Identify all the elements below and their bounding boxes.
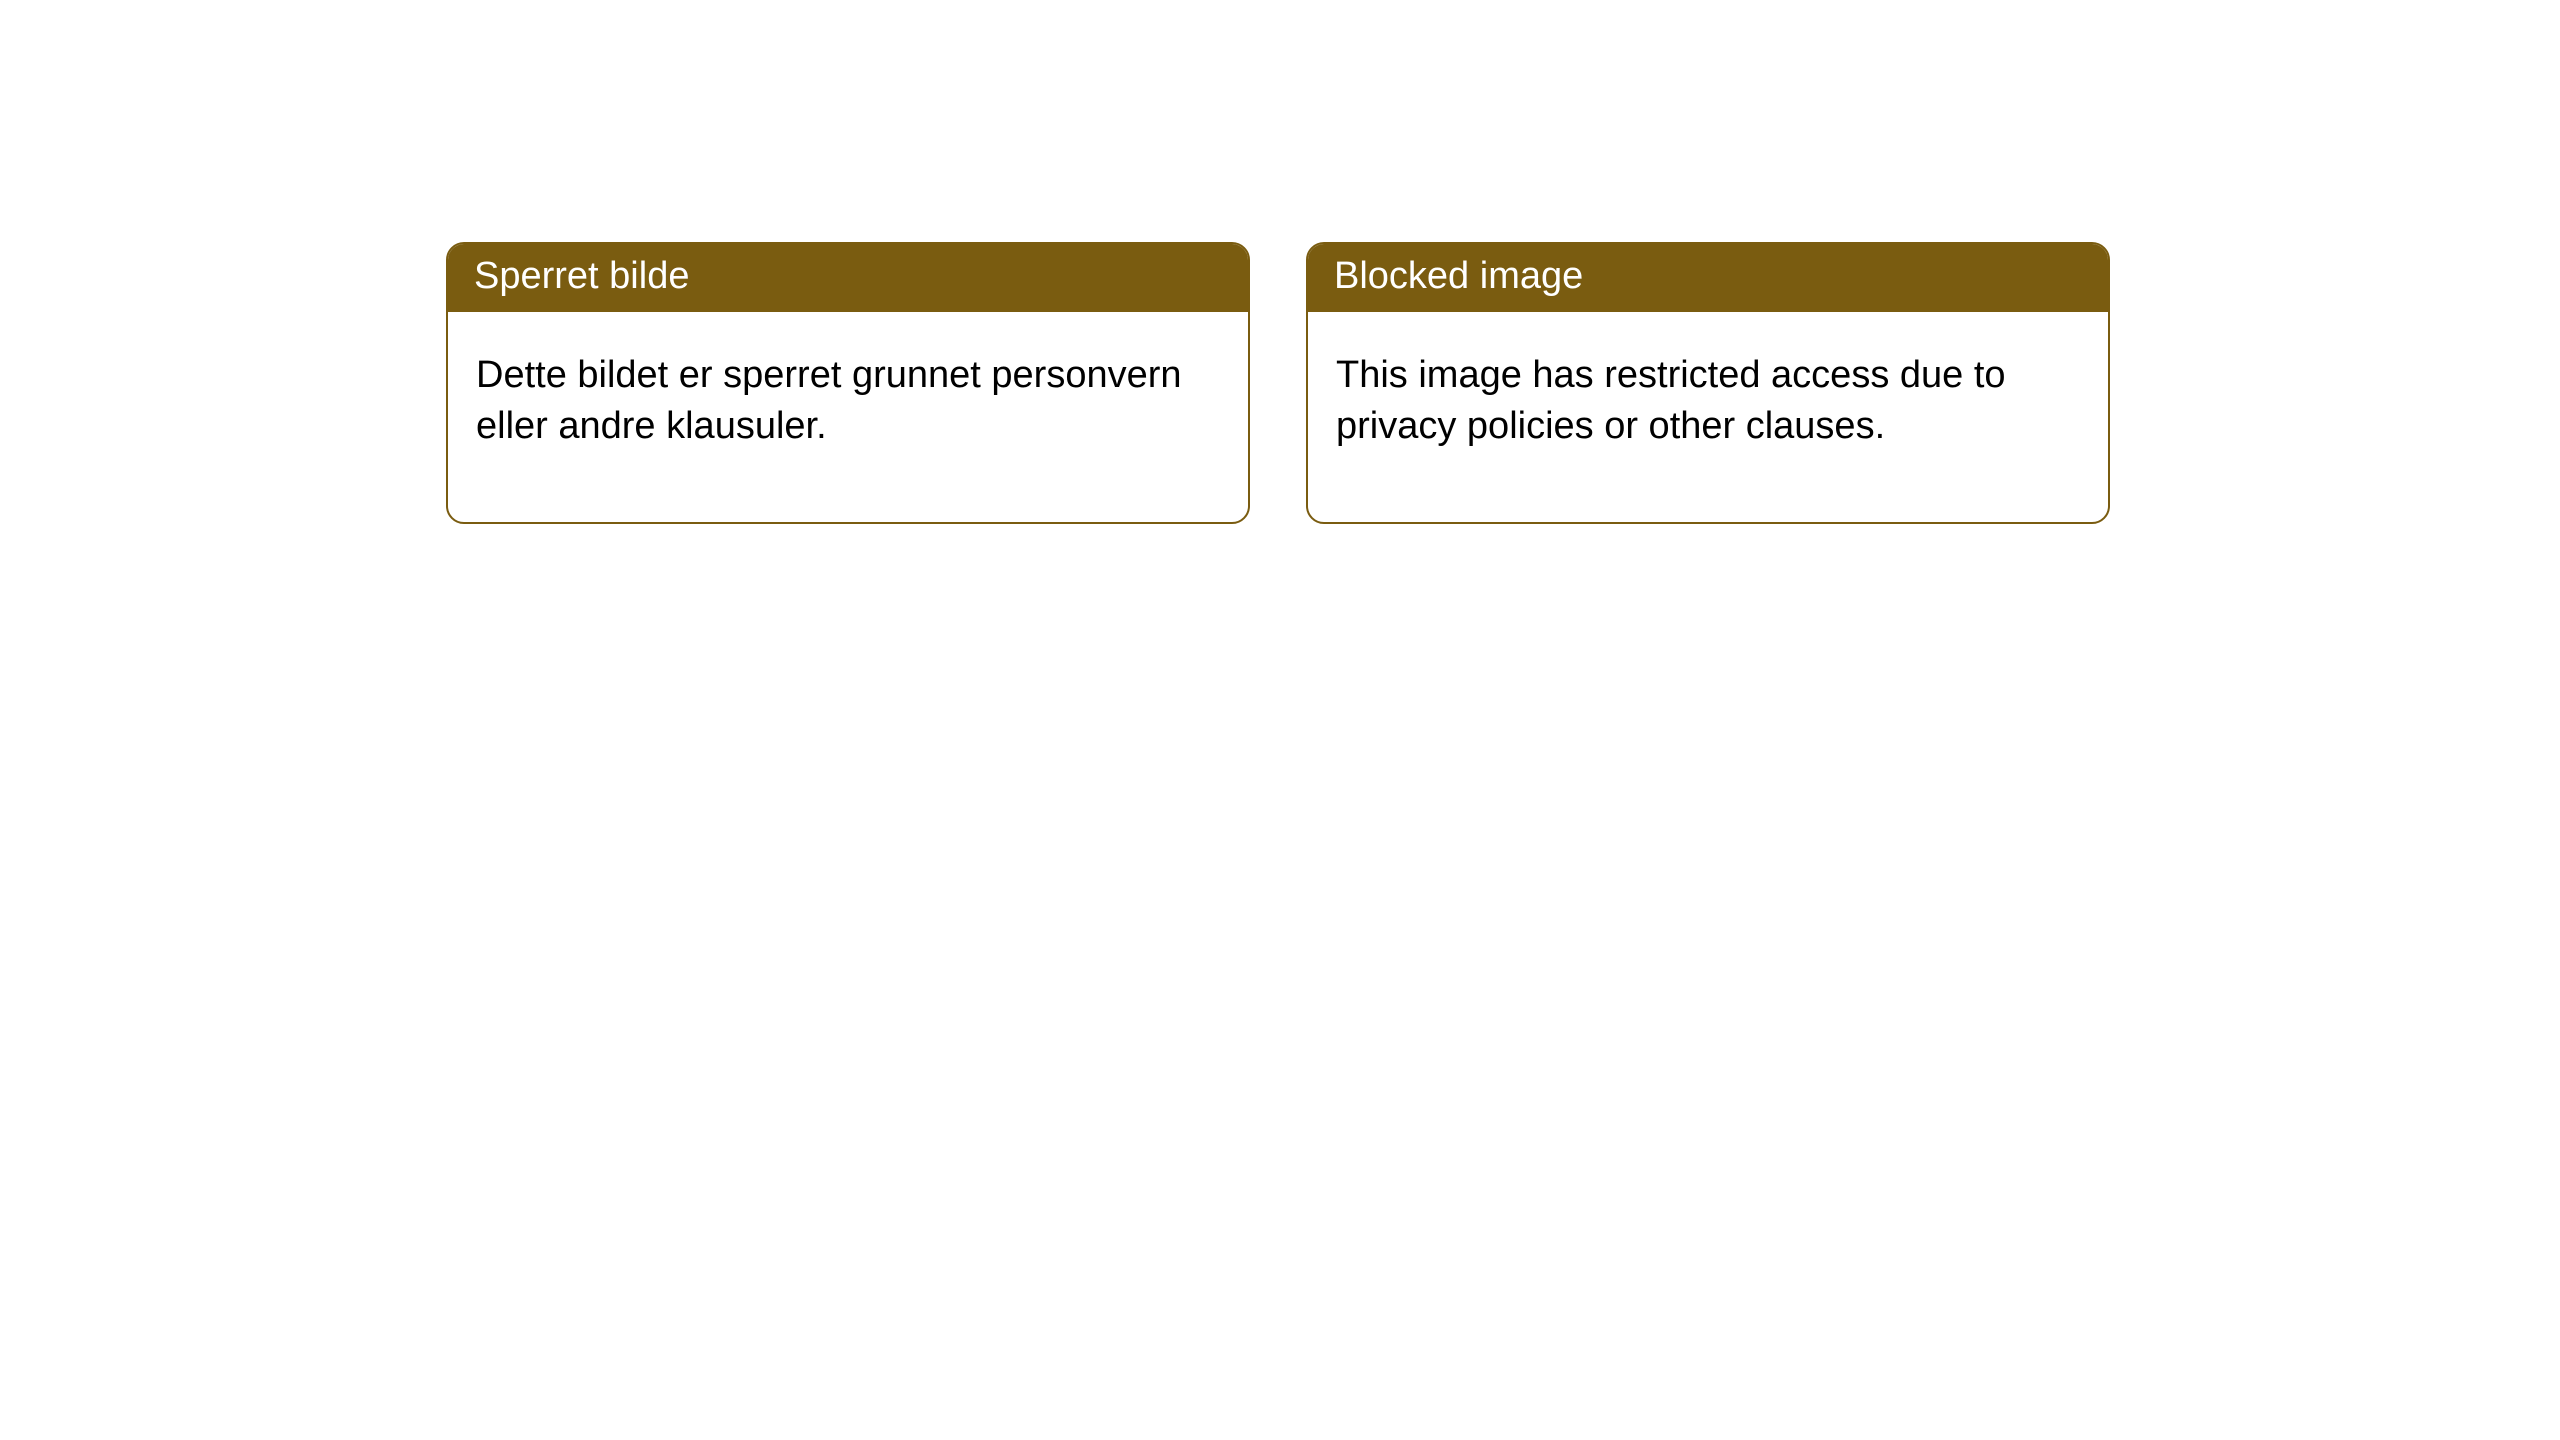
blocked-image-card-en: Blocked image This image has restricted … <box>1306 242 2110 524</box>
card-body-no: Dette bildet er sperret grunnet personve… <box>448 312 1248 523</box>
card-header-no: Sperret bilde <box>448 244 1248 312</box>
card-body-en: This image has restricted access due to … <box>1308 312 2108 523</box>
card-header-en: Blocked image <box>1308 244 2108 312</box>
cards-container: Sperret bilde Dette bildet er sperret gr… <box>0 0 2560 524</box>
blocked-image-card-no: Sperret bilde Dette bildet er sperret gr… <box>446 242 1250 524</box>
